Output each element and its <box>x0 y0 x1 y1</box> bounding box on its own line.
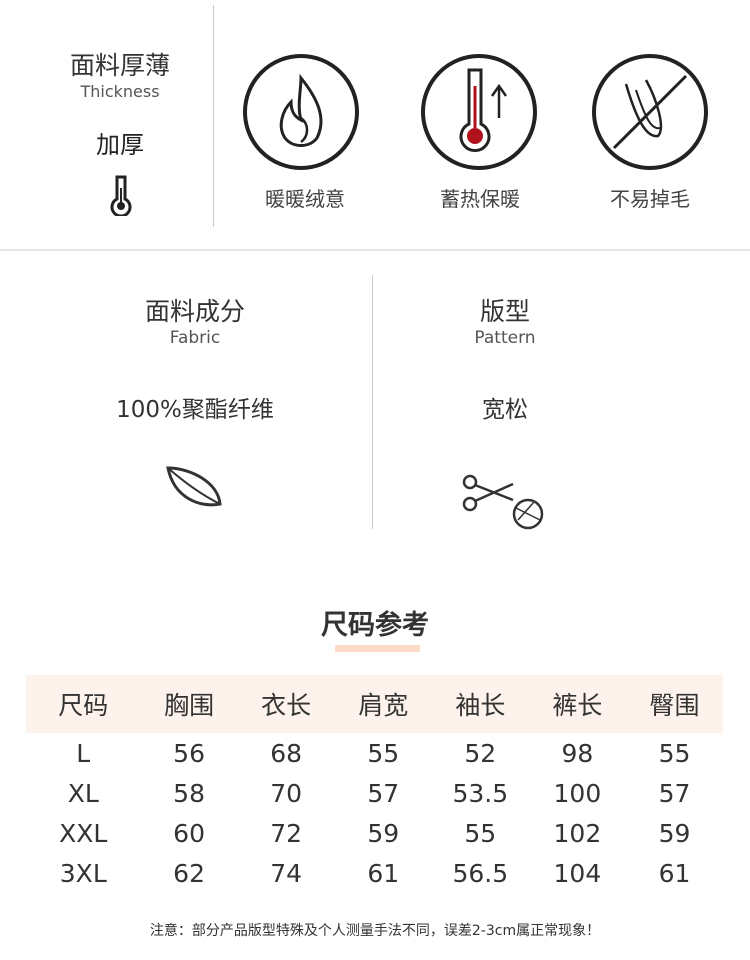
table-cell: 61 <box>658 858 691 888</box>
header-cell: 尺码 <box>58 691 109 720</box>
table-cell: XL <box>67 778 99 808</box>
table-cell: 70 <box>270 778 303 808</box>
table-row: XL 58 70 57 53.5 100 57 <box>26 773 723 813</box>
table-cell: 61 <box>367 858 400 888</box>
fabric-title: 面料成分 <box>144 297 245 326</box>
header-cell: 臀围 <box>649 691 700 720</box>
fabric-value: 100%聚酯纤维 <box>116 397 274 423</box>
feature-label: 不易掉毛 <box>610 187 690 211</box>
table-cell: 57 <box>367 778 400 808</box>
scissors-yarn-icon <box>462 474 544 530</box>
no-shedding-icon <box>592 54 708 170</box>
header-cell: 胸围 <box>164 691 215 720</box>
thickness-value: 加厚 <box>96 131 144 159</box>
table-cell: 60 <box>173 818 205 848</box>
table-cell: 58 <box>173 778 205 808</box>
feature-label: 暖暖绒意 <box>265 187 345 211</box>
table-row: XXL 60 72 59 55 102 59 <box>26 813 723 853</box>
table-cell: 59 <box>658 818 691 848</box>
thickness-block: 面料厚薄 Thickness 加厚 <box>40 46 200 160</box>
fabric-subtitle: Fabric <box>169 328 221 348</box>
table-cell: 104 <box>553 858 602 888</box>
pattern-subtitle: Pattern <box>474 328 536 348</box>
header-cell: 裤长 <box>552 691 603 720</box>
table-header: 尺码 胸围 衣长 肩宽 袖长 裤长 臀围 <box>26 675 723 733</box>
table-cell: 57 <box>658 778 691 808</box>
divider <box>372 275 373 529</box>
header-cell: 肩宽 <box>358 691 409 720</box>
flame-icon <box>243 54 359 170</box>
title-underline <box>335 645 420 652</box>
header-cell: 袖长 <box>455 691 506 720</box>
table-cell: 52 <box>464 738 497 768</box>
measurement-note: 注意：部分产品版型特殊及个人测量手法不同，误差2-3cm属正常现象！ <box>149 923 601 939</box>
table-cell: 59 <box>367 818 400 848</box>
table-cell: 74 <box>270 858 303 888</box>
table-cell: 98 <box>561 738 594 768</box>
feature-label: 蓄热保暖 <box>440 187 520 211</box>
table-cell: 68 <box>270 738 303 768</box>
table-cell: 72 <box>270 818 303 848</box>
divider <box>213 5 214 227</box>
table-cell: 62 <box>173 858 205 888</box>
table-cell: 3XL <box>59 858 107 888</box>
header-cell: 衣长 <box>261 691 312 720</box>
table-row: 3XL 62 74 61 56.5 104 61 <box>26 853 723 893</box>
leaf-icon <box>166 466 222 507</box>
size-table: 尺码 胸围 衣长 肩宽 袖长 裤长 臀围 L 56 68 55 52 98 55 XL 58 70… <box>26 675 723 893</box>
size-section-title: 尺码参考 <box>321 610 429 641</box>
table-cell: 56 <box>173 738 205 768</box>
thermometer-up-icon <box>421 54 537 170</box>
table-cell: XXL <box>59 818 108 848</box>
table-row: L 56 68 55 52 98 55 <box>26 733 723 773</box>
section-divider <box>0 249 750 251</box>
pattern-value: 宽松 <box>482 397 528 423</box>
table-cell: 53.5 <box>452 778 509 808</box>
thermometer-icon <box>110 175 132 216</box>
pattern-title: 版型 <box>479 297 530 326</box>
table-cell: 55 <box>367 738 400 768</box>
fabric-block: 面料成分 Fabric 100%聚酯纤维 <box>95 292 295 424</box>
table-cell: 55 <box>464 818 497 848</box>
table-cell: 100 <box>553 778 602 808</box>
thickness-title: 面料厚薄 <box>69 51 170 80</box>
table-cell: 102 <box>553 818 602 848</box>
pattern-block: 版型 Pattern 宽松 <box>405 292 605 424</box>
table-cell: 55 <box>658 738 691 768</box>
thickness-subtitle: Thickness <box>80 82 160 101</box>
table-cell: L <box>76 738 91 768</box>
table-cell: 56.5 <box>452 858 509 888</box>
